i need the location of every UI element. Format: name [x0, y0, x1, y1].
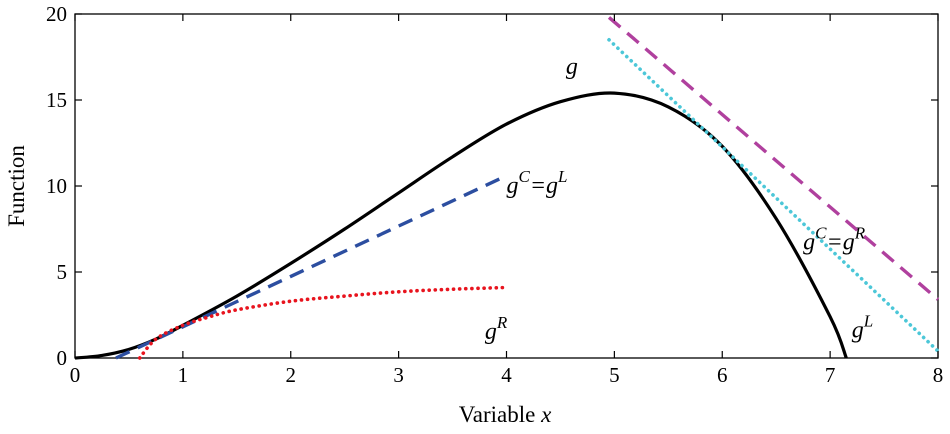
- annotation-1: gC=gL: [507, 167, 568, 199]
- x-tick-label: 8: [933, 363, 944, 387]
- annotations-layer: g gC=gL gR gC=gR gL: [485, 54, 873, 345]
- x-tick-label: 0: [70, 363, 81, 387]
- y-tick-label: 15: [46, 88, 67, 112]
- y-tick-label: 20: [46, 2, 67, 26]
- y-tick-label: 0: [57, 346, 68, 370]
- y-tick-label: 10: [46, 174, 67, 198]
- x-tick-label: 2: [286, 363, 297, 387]
- annotation-4: gL: [852, 311, 873, 343]
- x-axis-label: Variable x: [459, 402, 552, 427]
- series-line-0: [74, 91, 848, 360]
- series-line-3: [607, 16, 940, 301]
- x-tick-label: 4: [501, 363, 512, 387]
- y-axis-label: Function: [4, 145, 29, 227]
- series-line-2: [137, 285, 509, 360]
- series-layer: [74, 16, 940, 360]
- annotation-2: gR: [485, 313, 508, 345]
- annotation-3: gC=gR: [803, 224, 866, 256]
- x-tick-label: 5: [609, 363, 620, 387]
- x-tick-label: 3: [393, 363, 404, 387]
- annotation-0: g: [566, 54, 578, 80]
- series-line-4: [607, 38, 940, 353]
- x-tick-label: 1: [178, 363, 189, 387]
- x-tick-label: 7: [825, 363, 836, 387]
- x-tick-label: 6: [717, 363, 728, 387]
- y-tick-label: 5: [57, 260, 68, 284]
- ticks-layer: 0 1 2 3 4 5 6 7 8 0 5 10 15 20: [46, 2, 943, 387]
